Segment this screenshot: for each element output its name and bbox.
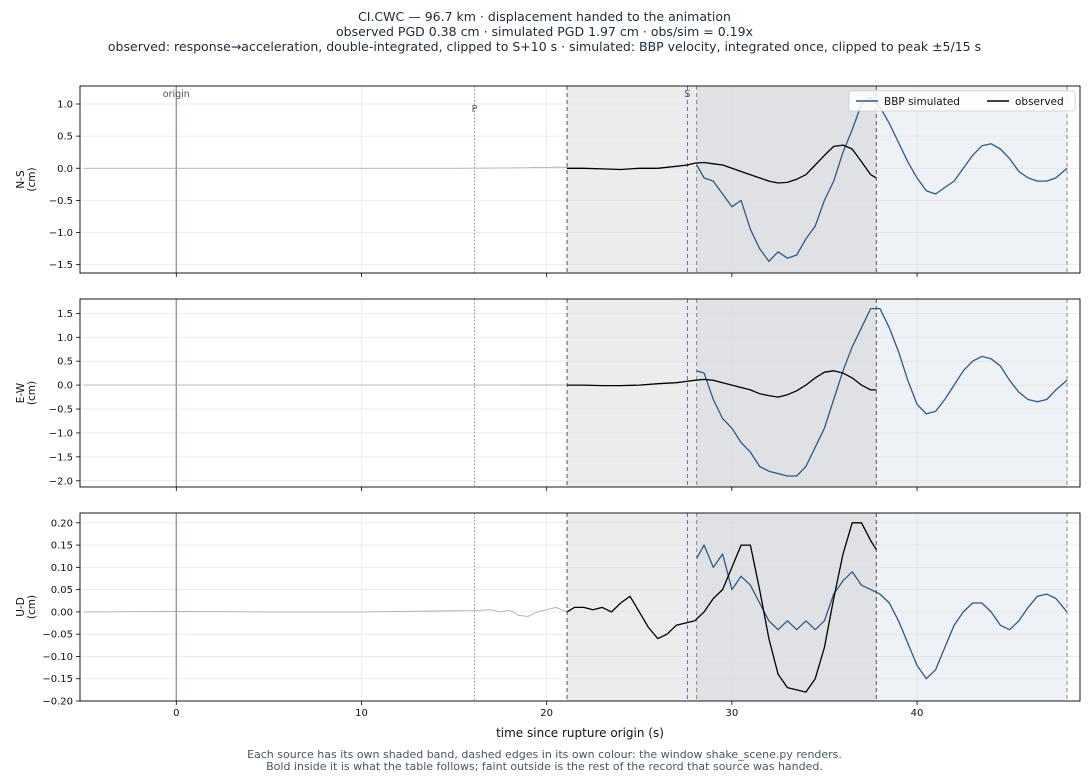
y-tick-label: −0.20 [42, 697, 73, 708]
y-tick-label: −1.0 [49, 428, 73, 439]
y-tick-label: 0.20 [51, 518, 73, 529]
chart-title-line-1: CI.CWC — 96.7 km · displacement handed t… [358, 9, 731, 24]
panel-n-s: −1.5 −1.0 −0.5 0.0 0.5 1.0 N-S (cm) origin P S BBP … [15, 85, 1081, 277]
panel-frame [79, 512, 1081, 702]
legend-label-observed: observed [1015, 96, 1064, 108]
panel-plot-area [80, 86, 1080, 273]
footer-note-line-2: Bold inside it is what the table follows… [266, 760, 823, 773]
footer-note-line-1: Each source has its own shaded band, das… [247, 748, 842, 761]
panel-plot-area [80, 299, 1080, 487]
y-tick-label: −0.5 [49, 196, 73, 207]
chart-title-line-3: observed: response→acceleration, double-… [107, 39, 982, 54]
y-tick-label: 0.0 [57, 381, 73, 392]
y-tick-label: −0.10 [42, 652, 73, 663]
y-axis-label: N-S [15, 170, 27, 189]
panel-frame [79, 85, 1081, 274]
x-tick-label: 30 [725, 708, 738, 719]
simulated-series-line [696, 307, 1068, 477]
y-tick-label: −0.5 [49, 405, 73, 416]
window-overlap-band [696, 513, 877, 701]
y-tick-label: −0.05 [42, 630, 73, 641]
y-axis-unit: (cm) [26, 595, 38, 619]
y-tick-label: 0.00 [51, 607, 73, 618]
observed-series-line [566, 522, 877, 693]
p-arrival-label: P [472, 104, 478, 115]
y-tick-label: 1.0 [57, 333, 73, 344]
observed-series-line [567, 370, 877, 398]
x-tick-label: 10 [355, 708, 368, 719]
y-tick-label: 0.05 [51, 585, 73, 596]
y-tick-label: 1.0 [57, 99, 73, 110]
y-tick-label: −0.15 [42, 674, 73, 685]
y-tick-label: −2.0 [49, 476, 73, 487]
panel-u-d: −0.20 −0.15 −0.10 −0.05 0.00 0.05 0.10 0.15 0.20… [15, 512, 1081, 719]
legend-box [848, 90, 1076, 112]
x-tick-label: 0 [173, 708, 179, 719]
chart-title-line-2: observed PGD 0.38 cm · simulated PGD 1.9… [336, 24, 753, 39]
window-overlap-band [696, 299, 877, 487]
panel-plot-area [80, 513, 1080, 701]
y-tick-label: 0.0 [57, 164, 73, 175]
x-tick-label: 40 [911, 708, 924, 719]
panel-e-w: −2.0 −1.5 −1.0 −0.5 0.0 0.5 1.0 1.5 E-W (cm) [15, 298, 1081, 491]
y-tick-label: −1.5 [49, 260, 73, 271]
y-tick-label: −1.0 [49, 228, 73, 239]
legend-label-simulated: BBP simulated [884, 96, 960, 108]
x-axis-label: time since rupture origin (s) [496, 726, 664, 740]
y-tick-label: 0.5 [57, 132, 73, 143]
y-tick-label: 0.15 [51, 541, 73, 552]
y-axis-unit: (cm) [26, 381, 38, 405]
y-tick-label: 0.10 [51, 563, 73, 574]
seismogram-chart: −1.5−1.0−0.50.00.51.0N-S (cm)originPSBBP … [15, 85, 1081, 740]
y-tick-label: 0.5 [57, 357, 73, 368]
observed-faint-line [83, 606, 568, 617]
legend: BBP simulated observed [848, 90, 1076, 112]
y-axis-label: E-W [15, 382, 27, 403]
y-tick-label: 1.5 [57, 309, 73, 320]
y-axis-unit: (cm) [26, 167, 38, 191]
simulated-series-line [696, 544, 1068, 680]
panel-frame [79, 298, 1081, 488]
observed-faint-line [83, 166, 568, 169]
origin-marker-label: origin [163, 89, 190, 100]
y-tick-label: −1.5 [49, 452, 73, 463]
observed-series-line [567, 144, 877, 184]
window-overlap-band [696, 86, 877, 273]
s-arrival-label: S [684, 89, 690, 100]
x-tick-label: 20 [540, 708, 553, 719]
y-axis-label: U-D [15, 597, 27, 617]
